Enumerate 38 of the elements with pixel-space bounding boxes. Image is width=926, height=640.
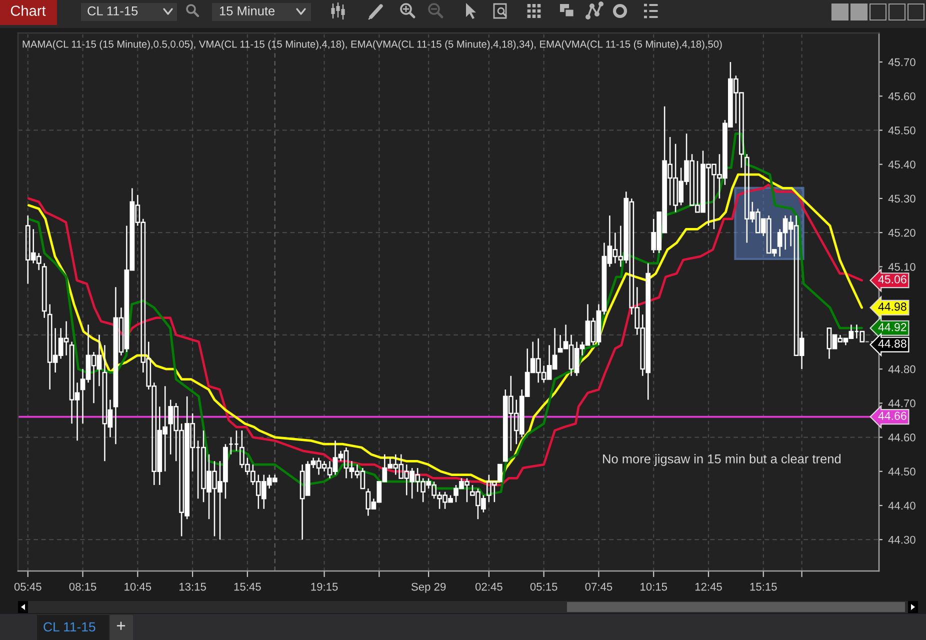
y-tick-label: 44.70 — [888, 399, 916, 408]
y-tick-label: 45.50 — [888, 126, 916, 134]
data-label: 45.06 — [878, 275, 906, 284]
x-tick-label: 15:15 — [750, 582, 777, 591]
x-tick-label: 07:45 — [585, 582, 612, 591]
text: CL 11-15 — [88, 6, 138, 16]
y-tick-label: 44.40 — [888, 502, 916, 510]
text: Chart — [10, 5, 46, 16]
annotation: 44.88 — [878, 340, 906, 348]
x-tick-label: 13:15 — [179, 582, 206, 591]
x-tick-label: 02:45 — [475, 582, 502, 591]
y-tick-label: 45.60 — [888, 92, 916, 100]
text: CL 11-15 — [44, 622, 96, 632]
x-tick-label: 12:45 — [695, 582, 722, 591]
y-tick-label: 45.40 — [888, 160, 916, 168]
x-tick-label: Sep 29 — [411, 582, 446, 593]
data-label: 44.98 — [878, 302, 906, 311]
y-tick-label: 45.70 — [888, 58, 916, 66]
x-tick-label: 05:45 — [14, 582, 42, 591]
x-tick-label: 10:15 — [640, 582, 668, 591]
y-tick-label: 44.60 — [888, 434, 916, 442]
y-tick-label: 45.30 — [888, 194, 916, 203]
x-tick-label: 10:45 — [124, 582, 152, 591]
y-tick-label: 45.20 — [888, 228, 916, 237]
x-tick-label: 19:15 — [311, 582, 338, 591]
y-tick-label: 44.30 — [888, 536, 916, 544]
y-tick-label: 44.80 — [888, 365, 916, 374]
y-tick-label: 44.50 — [888, 468, 916, 476]
x-tick-label: 08:15 — [69, 582, 96, 591]
data-label: 44.92 — [878, 323, 906, 332]
annotation: No more jigsaw in 15 min but a clear trend — [603, 454, 841, 466]
text: MAMA(CL 11-15 (15 Minute),0.5,0.05), VMA(CL 11-15 (15 Minute),4,18), EMA(VMA(CL 11-15 (5 Minute),4,18),34), EMA(VMA(CL 11-15 (5 Minute),4,18),50) — [22, 40, 722, 50]
ref-line-label: 44.66 — [878, 412, 906, 420]
text: 15 Minute — [220, 6, 275, 16]
text: + — [116, 622, 126, 630]
y-tick-label: 45.10 — [888, 262, 916, 271]
x-tick-label: 15:45 — [234, 582, 261, 591]
x-tick-label: 05:15 — [530, 582, 558, 591]
